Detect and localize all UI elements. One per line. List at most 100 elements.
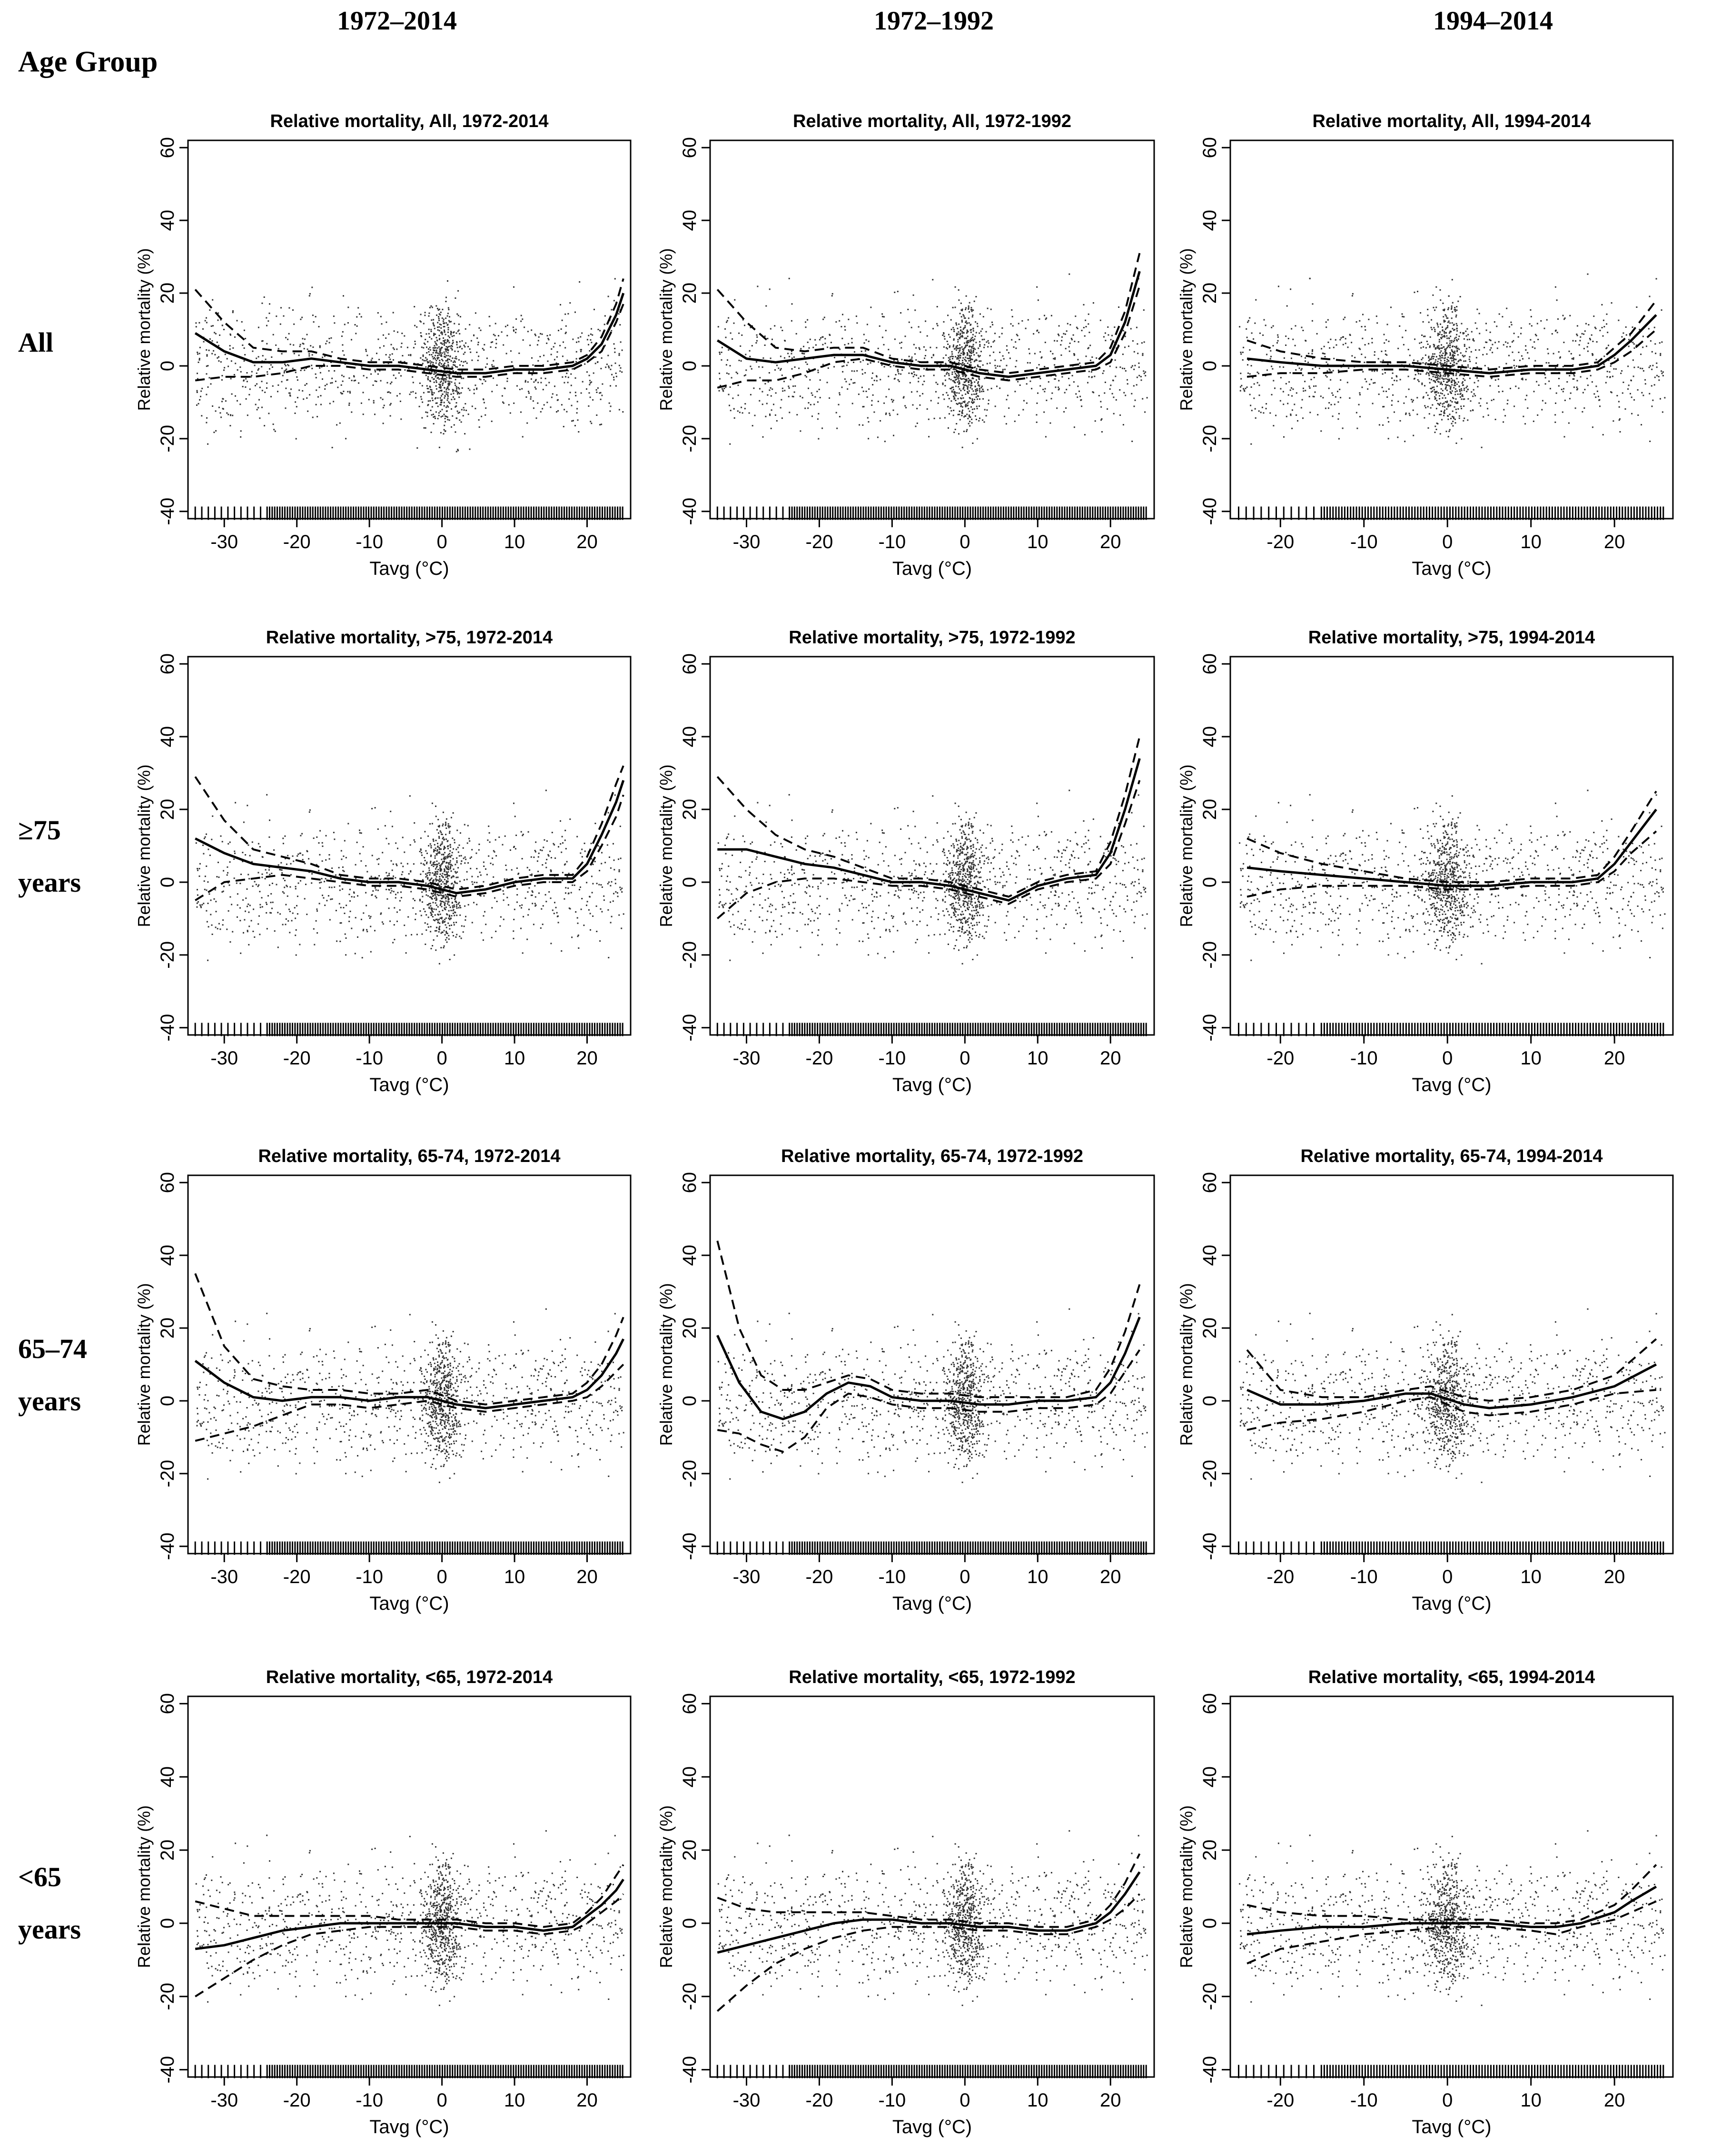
scatter-point bbox=[1456, 349, 1458, 351]
scatter-point bbox=[956, 423, 958, 424]
scatter-point bbox=[577, 419, 579, 421]
scatter-point bbox=[341, 374, 343, 376]
scatter-point bbox=[1084, 335, 1086, 337]
scatter-point bbox=[741, 406, 742, 408]
scatter-point bbox=[344, 913, 346, 914]
scatter-point bbox=[1294, 345, 1296, 346]
scatter-point bbox=[443, 364, 445, 365]
scatter-point bbox=[272, 385, 274, 387]
scatter-point bbox=[841, 326, 842, 327]
scatter-point bbox=[865, 354, 867, 355]
scatter-point bbox=[258, 399, 260, 401]
scatter-point bbox=[806, 364, 808, 365]
scatter-point bbox=[1477, 380, 1479, 382]
scatter-point bbox=[1338, 413, 1340, 414]
scatter-point bbox=[969, 410, 970, 412]
scatter-point bbox=[459, 316, 461, 318]
scatter-point bbox=[312, 346, 314, 348]
scatter-point bbox=[914, 309, 916, 311]
scatter-point bbox=[950, 356, 951, 358]
scatter-point bbox=[220, 361, 222, 363]
scatter-point bbox=[1476, 366, 1478, 368]
scatter-point bbox=[445, 421, 446, 423]
scatter-point bbox=[444, 344, 445, 346]
scatter-point bbox=[362, 413, 364, 415]
scatter-point bbox=[507, 325, 508, 326]
scatter-point bbox=[1143, 341, 1145, 343]
scatter-point bbox=[1608, 345, 1609, 346]
scatter-point bbox=[429, 862, 431, 864]
scatter-point bbox=[1609, 371, 1611, 373]
scatter-point bbox=[266, 325, 267, 326]
scatter-point bbox=[1473, 389, 1474, 391]
scatter-point bbox=[1606, 376, 1608, 378]
scatter-point bbox=[435, 908, 437, 910]
scatter-point bbox=[949, 346, 950, 348]
scatter-point bbox=[947, 344, 949, 345]
scatter-point bbox=[969, 415, 970, 417]
scatter-point bbox=[458, 329, 460, 331]
scatter-point bbox=[298, 354, 300, 356]
scatter-point bbox=[993, 340, 995, 342]
scatter-point bbox=[235, 395, 236, 397]
scatter-point bbox=[1295, 325, 1296, 327]
scatter-point bbox=[963, 367, 965, 369]
scatter-point bbox=[1640, 354, 1642, 355]
scatter-point bbox=[1402, 336, 1404, 338]
scatter-point bbox=[1602, 434, 1604, 436]
scatter-point bbox=[266, 343, 268, 345]
scatter-point bbox=[1484, 364, 1486, 366]
scatter-point bbox=[382, 334, 384, 336]
scatter-point bbox=[447, 327, 449, 329]
scatter-point bbox=[814, 339, 816, 341]
scatter-point bbox=[1456, 330, 1458, 332]
scatter-point bbox=[1269, 358, 1271, 360]
scatter-point bbox=[360, 860, 362, 862]
scatter-point bbox=[819, 339, 821, 341]
confidence-band-curve bbox=[1246, 328, 1657, 378]
scatter-point bbox=[431, 367, 432, 369]
scatter-point bbox=[1347, 346, 1349, 348]
scatter-point bbox=[1242, 352, 1244, 353]
scatter-point bbox=[1240, 373, 1242, 374]
scatter-point bbox=[443, 318, 445, 320]
scatter-point bbox=[1039, 318, 1040, 320]
scatter-point bbox=[972, 349, 974, 351]
scatter-point bbox=[282, 374, 284, 376]
scatter-point bbox=[311, 367, 313, 369]
scatter-point bbox=[309, 394, 311, 396]
scatter-point bbox=[620, 341, 622, 343]
scatter-point bbox=[425, 374, 427, 376]
scatter-point bbox=[442, 364, 444, 366]
scatter-point bbox=[232, 312, 234, 314]
scatter-point bbox=[1470, 400, 1472, 402]
scatter-point bbox=[1642, 335, 1644, 337]
scatter-point bbox=[398, 372, 400, 374]
scatter-point bbox=[1642, 370, 1644, 372]
scatter-point bbox=[455, 386, 457, 388]
scatter-point bbox=[1011, 315, 1013, 317]
scatter-point bbox=[378, 359, 380, 361]
scatter-point bbox=[1122, 354, 1124, 355]
scatter-point bbox=[446, 416, 448, 418]
scatter-point bbox=[1513, 340, 1514, 342]
scatter-point bbox=[1445, 370, 1447, 372]
scatter-point bbox=[446, 941, 448, 943]
scatter-point bbox=[198, 359, 200, 361]
scatter-point bbox=[1327, 407, 1329, 409]
scatter-point bbox=[961, 321, 963, 323]
scatter-point bbox=[1303, 390, 1305, 392]
scatter-point bbox=[261, 302, 263, 304]
scatter-point bbox=[351, 380, 353, 382]
scatter-point bbox=[1460, 388, 1462, 390]
scatter-point bbox=[955, 379, 957, 381]
scatter-point bbox=[1438, 381, 1440, 383]
scatter-point bbox=[1426, 341, 1428, 342]
scatter-point bbox=[1490, 347, 1492, 349]
scatter-point bbox=[237, 369, 238, 371]
scatter-point bbox=[1456, 340, 1458, 342]
scatter-point bbox=[1632, 359, 1634, 361]
scatter-point bbox=[890, 366, 891, 368]
scatter-point bbox=[515, 318, 517, 320]
scatter-point bbox=[847, 362, 849, 364]
